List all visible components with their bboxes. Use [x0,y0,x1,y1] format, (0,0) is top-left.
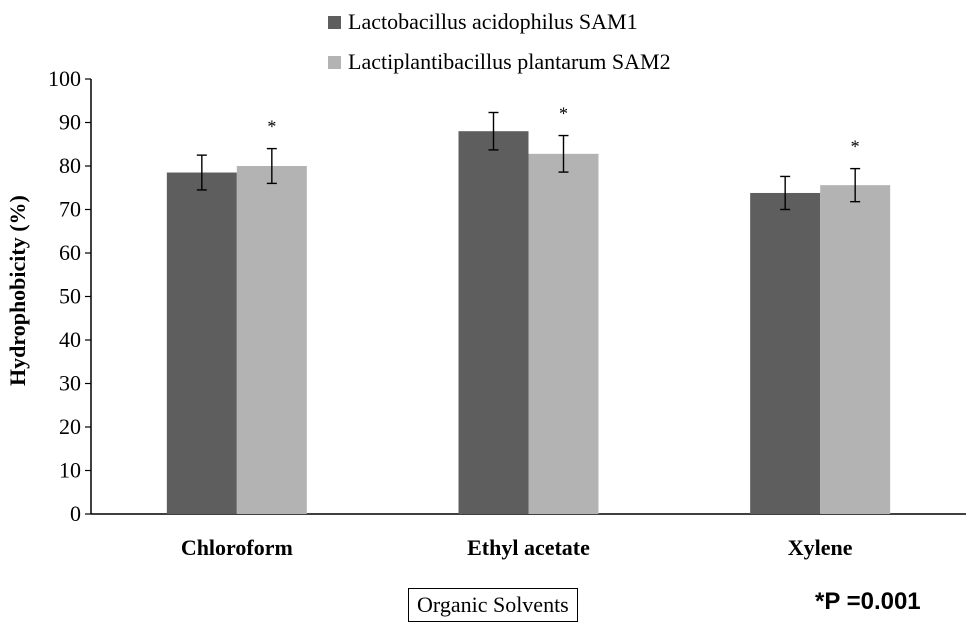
y-tick-label: 100 [48,66,81,91]
y-tick-label: 20 [59,414,81,439]
bar [528,153,599,514]
bar [166,172,237,514]
x-axis-label: Organic Solvents [408,588,578,622]
y-axis-label: Hydrophobicity (%) [5,195,30,386]
y-tick-label: 30 [59,371,81,396]
bar [236,166,307,514]
bar [750,192,821,514]
significance-marker: * [267,117,276,137]
x-tick-label: Ethyl acetate [467,535,590,560]
legend-item-sam2: Lactiplantibacillus plantarum SAM2 [328,42,671,82]
y-tick-label: 90 [59,110,81,135]
y-tick-label: 50 [59,284,81,309]
significance-marker: * [559,104,568,124]
y-tick-label: 80 [59,153,81,178]
p-value-annotation: *P =0.001 [815,588,921,615]
y-tick-label: 70 [59,197,81,222]
y-tick-label: 10 [59,458,81,483]
legend: Lactobacillus acidophilus SAM1 Lactiplan… [328,2,671,82]
y-tick-label: 0 [70,501,81,526]
bar [820,185,891,514]
legend-swatch-sam1 [328,15,341,29]
x-tick-label: Xylene [788,535,853,560]
bar [458,131,529,514]
legend-label-sam1: Lactobacillus acidophilus SAM1 [348,9,638,34]
legend-label-sam2: Lactiplantibacillus plantarum SAM2 [348,49,671,74]
y-tick-label: 40 [59,327,81,352]
significance-marker: * [851,137,860,157]
x-tick-label: Chloroform [181,535,293,560]
legend-swatch-sam2 [328,55,341,69]
legend-item-sam1: Lactobacillus acidophilus SAM1 [328,2,671,42]
y-tick-label: 60 [59,240,81,265]
